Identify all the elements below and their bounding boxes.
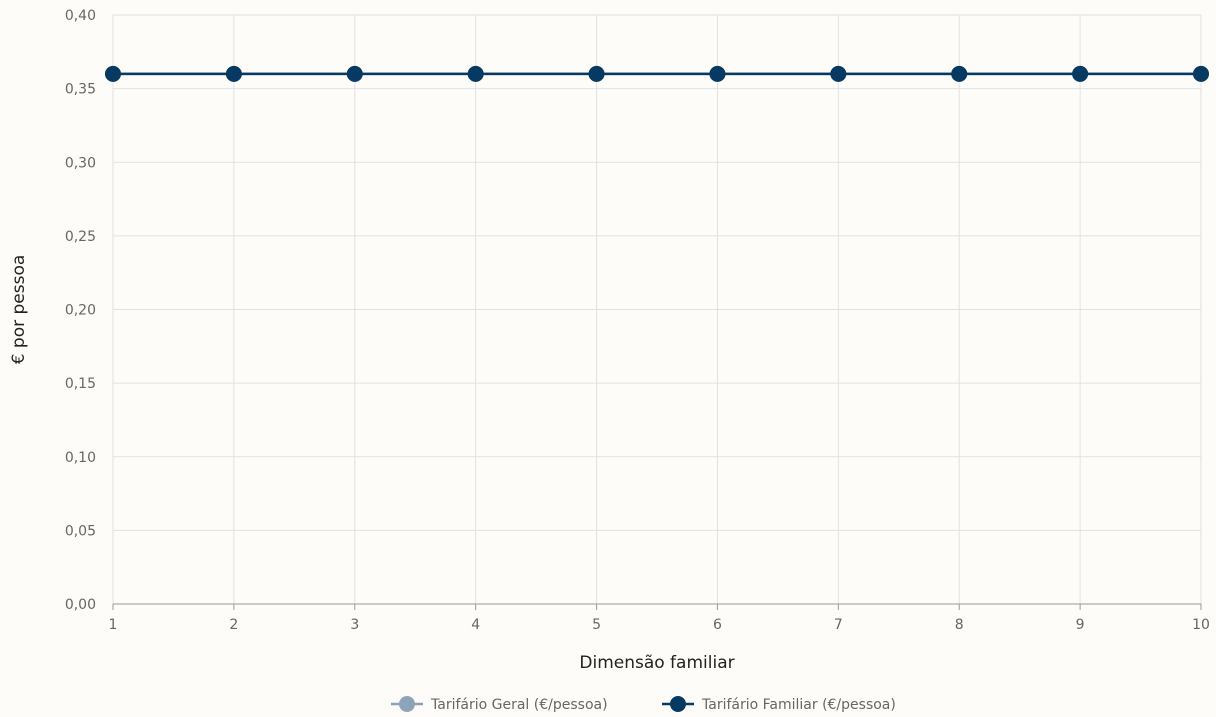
x-tick-label: 2: [229, 617, 238, 633]
data-point[interactable]: [1072, 65, 1089, 82]
data-point[interactable]: [105, 65, 121, 82]
x-axis-title: Dimensão familiar: [579, 653, 734, 673]
data-point[interactable]: [467, 65, 484, 82]
x-tick-label: 3: [350, 617, 359, 633]
x-tick-label: 10: [1192, 617, 1210, 633]
data-point[interactable]: [830, 65, 847, 82]
data-point[interactable]: [709, 65, 726, 82]
x-tick-label: 1: [109, 617, 118, 633]
y-tick-label: 0,20: [65, 303, 96, 319]
x-tick-label: 5: [592, 617, 601, 633]
tick-labels: 0,00 0,05 0,10 0,15 0,20 0,25 0,30 0,35 0,40 1 2 3 4…: [65, 8, 1210, 633]
legend-item-tarifario-familiar[interactable]: Tarifário Familiar (€/pessoa): [662, 696, 896, 713]
grid: [112, 14, 1202, 604]
legend-marker-icon: [399, 696, 415, 712]
y-tick-label: 0,05: [65, 523, 96, 539]
axes: [112, 603, 1202, 610]
y-tick-label: 0,00: [65, 597, 96, 613]
data-point[interactable]: [951, 65, 968, 82]
y-axis-title: € por pessoa: [9, 255, 29, 365]
y-tick-label: 0,10: [65, 450, 96, 466]
y-tick-label: 0,40: [65, 8, 96, 24]
legend: Tarifário Geral (€/pessoa) Tarifário Fam…: [391, 696, 896, 713]
legend-marker-icon: [670, 696, 686, 712]
series-layer: [105, 65, 1209, 82]
y-tick-label: 0,30: [65, 155, 96, 171]
legend-item-tarifario-geral[interactable]: Tarifário Geral (€/pessoa): [391, 696, 608, 713]
data-point[interactable]: [1193, 65, 1209, 82]
y-tick-label: 0,35: [65, 82, 96, 98]
y-tick-label: 0,25: [65, 229, 96, 245]
x-tick-label: 9: [1076, 617, 1085, 633]
data-point[interactable]: [588, 65, 605, 82]
legend-label: Tarifário Geral (€/pessoa): [430, 697, 608, 713]
x-tick-label: 8: [955, 617, 964, 633]
legend-label: Tarifário Familiar (€/pessoa): [701, 697, 896, 713]
data-point[interactable]: [346, 65, 363, 82]
x-tick-label: 7: [834, 617, 843, 633]
y-tick-label: 0,15: [65, 376, 96, 392]
data-point[interactable]: [225, 65, 242, 82]
x-tick-label: 4: [471, 617, 480, 633]
x-tick-label: 6: [713, 617, 722, 633]
